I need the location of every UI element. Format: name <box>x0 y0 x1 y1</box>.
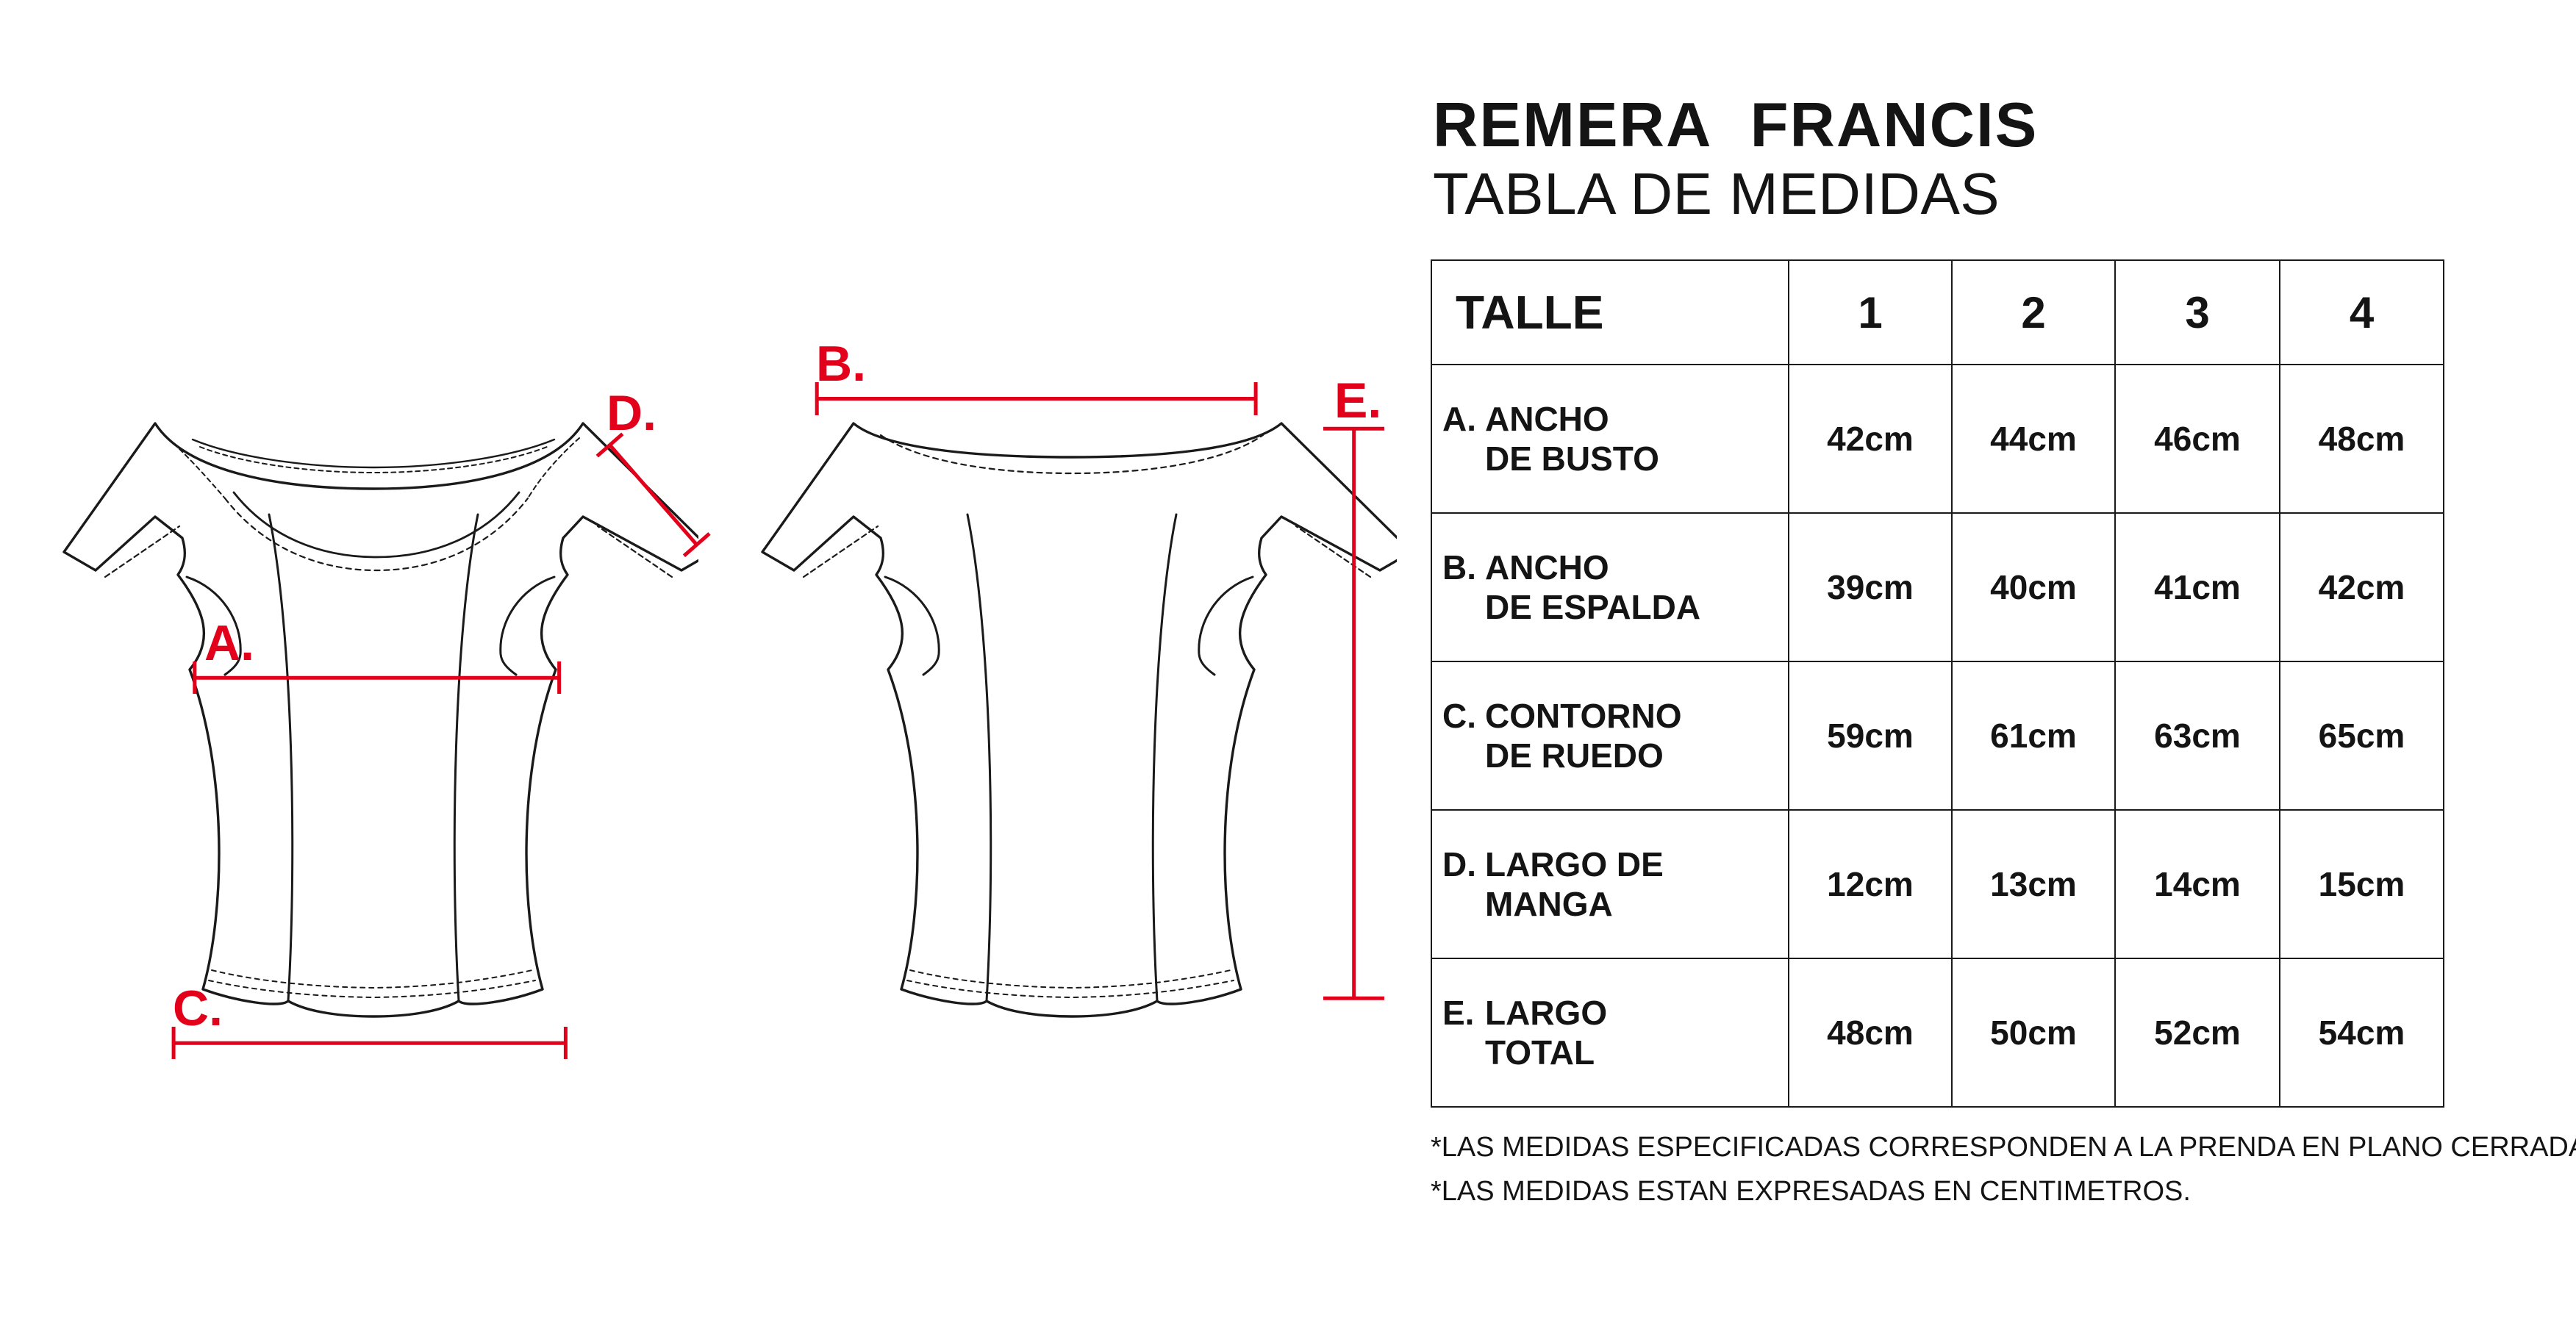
svg-text:B.: B. <box>816 336 866 392</box>
svg-text:A.: A. <box>204 615 254 671</box>
svg-text:C.: C. <box>173 980 223 1036</box>
svg-text:D.: D. <box>607 385 656 441</box>
svg-text:E.: E. <box>1334 373 1381 428</box>
